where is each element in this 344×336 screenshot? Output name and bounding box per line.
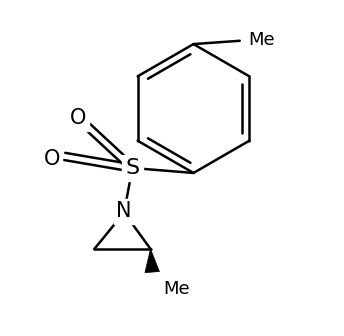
Text: O: O bbox=[70, 109, 87, 128]
Text: N: N bbox=[116, 201, 132, 221]
Text: Me: Me bbox=[164, 280, 190, 298]
Text: S: S bbox=[125, 158, 139, 178]
Text: Me: Me bbox=[248, 31, 275, 49]
Polygon shape bbox=[145, 249, 159, 272]
Text: O: O bbox=[44, 149, 60, 169]
